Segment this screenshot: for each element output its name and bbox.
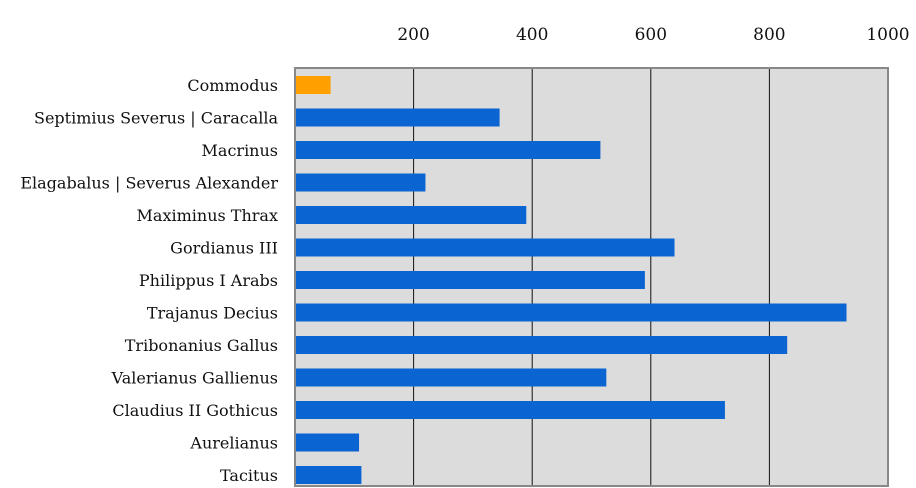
bar [295,108,500,127]
x-tick-label: 600 [635,25,667,45]
bar [295,271,645,289]
bar [295,173,426,192]
x-tick-label: 400 [516,25,548,45]
bar [295,141,601,159]
category-labels: Commodus Septimius Severus | Caracalla Mac… [20,76,278,485]
category-label: Maximinus Thrax [137,206,278,225]
category-label: Elagabalus | Severus Alexander [20,174,278,193]
bar [295,336,788,354]
plot-frame [294,67,889,487]
bar [295,238,675,257]
category-label: Commodus [187,76,278,95]
category-label: Claudius II Gothicus [112,401,278,420]
category-label: Septimius Severus | Caracalla [34,109,278,128]
category-label: Gordianus III [170,239,278,258]
x-tick-label: 1000 [866,25,909,45]
bar [295,368,607,387]
category-label: Philippus I Arabs [139,271,278,290]
category-label: Trajanus Decius [147,304,278,323]
category-label: Tacitus [220,466,278,485]
bar [295,433,360,452]
bars [295,76,847,484]
x-tick-label: 200 [397,25,429,45]
category-label: Aurelianus [189,434,278,453]
category-label: Valerianus Gallienus [111,369,278,388]
x-tick-label: 800 [753,25,785,45]
bar [295,206,527,224]
bar [295,303,847,322]
bar [295,76,331,94]
category-label: Macrinus [202,141,278,160]
x-axis-tick-labels: 200 400 600 800 1000 [397,25,909,45]
bar [295,466,362,484]
category-label: Tribonanius Gallus [125,336,278,355]
bar [295,401,725,419]
